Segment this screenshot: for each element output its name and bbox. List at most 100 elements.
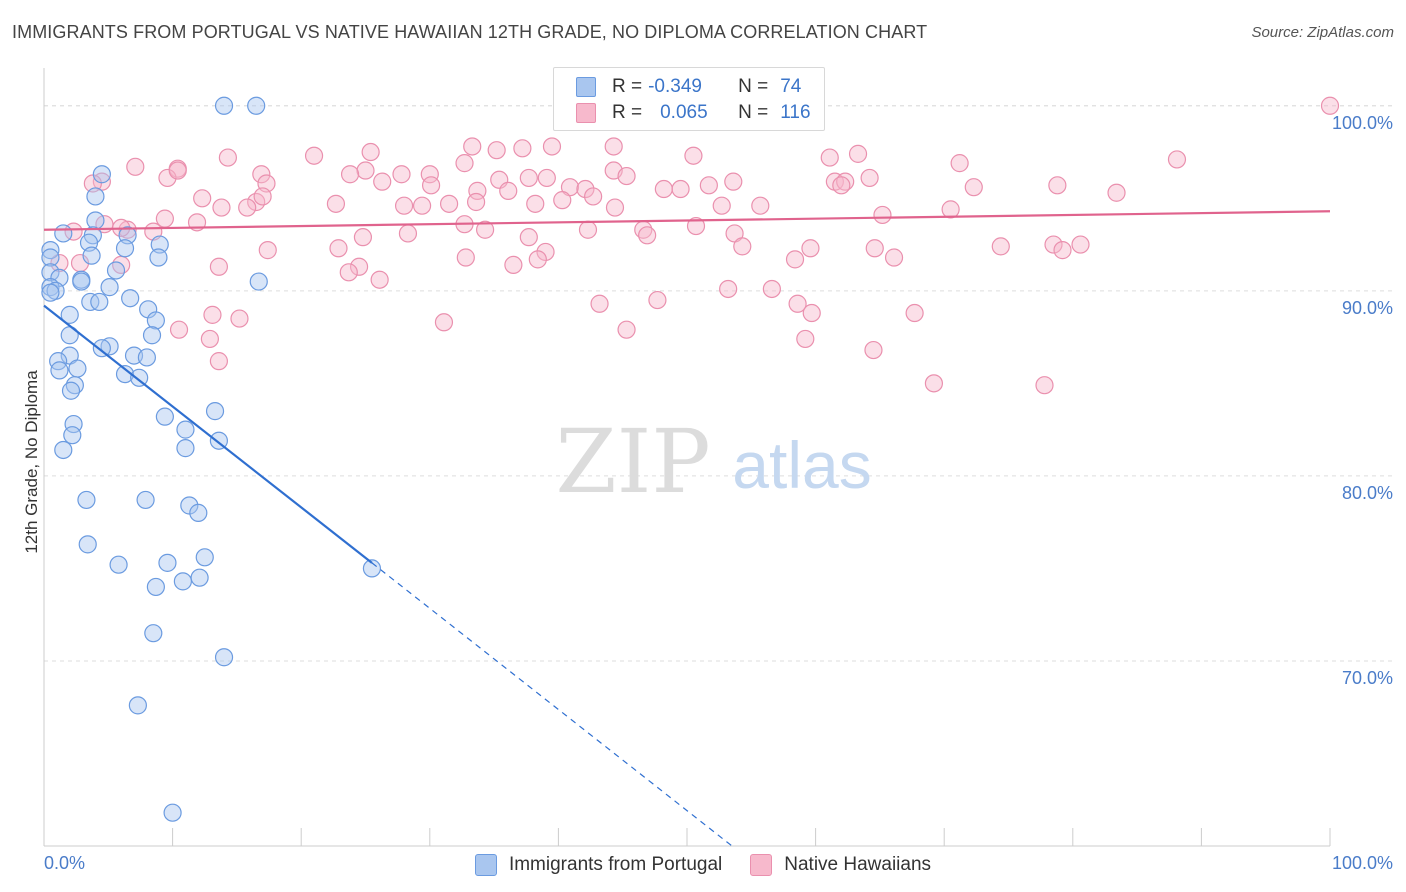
data-point-hawaiian (209, 352, 228, 371)
legend-r-value: 0.065 (660, 102, 708, 123)
data-point-hawaiian (463, 137, 482, 156)
data-point-portugal (77, 490, 96, 510)
legend-swatch-pink (750, 854, 773, 876)
legend-row-hawaiians: R = 0.065 N = 116 (576, 101, 811, 125)
data-point-hawaiian (1048, 176, 1067, 195)
data-point-hawaiian (785, 250, 805, 269)
data-point-portugal (195, 548, 214, 567)
data-point-hawaiian (218, 148, 237, 167)
data-point-hawaiian (724, 172, 743, 191)
legend-item-hawaiians[interactable]: Native Hawaiians (750, 854, 931, 876)
legend-swatch-blue (474, 854, 497, 876)
data-point-hawaiian (832, 176, 851, 195)
data-point-portugal (92, 339, 111, 358)
data-point-portugal (41, 248, 60, 267)
trend-line-extension-portugal (371, 562, 733, 847)
data-point-portugal (128, 696, 147, 715)
data-point-hawaiian (801, 239, 820, 258)
data-point-portugal (155, 407, 174, 426)
data-point-portugal (150, 235, 169, 254)
legend-n-label: N = (738, 76, 769, 97)
data-point-portugal (41, 283, 60, 302)
data-point-hawaiian (648, 290, 667, 310)
data-point-hawaiian (238, 198, 257, 217)
data-point-portugal (109, 555, 128, 574)
data-point-hawaiian (304, 146, 324, 165)
data-point-hawaiian (860, 168, 879, 188)
data-point-hawaiian (865, 239, 884, 258)
data-point-portugal (190, 568, 209, 587)
data-point-hawaiian (456, 248, 475, 267)
data-point-hawaiian (553, 191, 572, 210)
data-point-hawaiian (719, 279, 738, 299)
data-point-hawaiian (654, 179, 673, 199)
data-point-hawaiian (848, 144, 868, 163)
data-point-hawaiian (584, 187, 603, 206)
data-point-hawaiian (796, 329, 815, 349)
legend-n-value: 116 (780, 102, 811, 123)
data-point-hawaiian (1071, 235, 1090, 254)
data-point-hawaiian (1035, 376, 1054, 395)
y-axis-label: 12th Grade, No Diploma (22, 370, 41, 554)
data-point-portugal (86, 211, 105, 230)
data-point-hawaiian (126, 157, 145, 176)
data-point-hawaiian (326, 194, 346, 213)
data-point-hawaiian (392, 165, 411, 184)
series-native-hawaiians (50, 96, 1340, 395)
legend-r-label: R = (612, 76, 643, 97)
data-point-portugal (54, 224, 73, 243)
data-point-hawaiian (590, 294, 609, 313)
data-point-portugal (72, 272, 91, 291)
data-point-hawaiian (617, 320, 636, 339)
data-point-hawaiian (802, 303, 821, 323)
data-point-hawaiian (1044, 235, 1063, 254)
data-point-portugal (144, 624, 163, 643)
source-note: Source: ZipAtlas.com (1251, 24, 1394, 41)
data-point-hawaiian (513, 139, 532, 158)
data-point-hawaiian (356, 161, 375, 180)
data-point-portugal (176, 420, 195, 439)
data-point-hawaiian (466, 192, 486, 212)
data-point-portugal (158, 553, 177, 572)
data-point-hawaiian (905, 303, 924, 323)
data-point-portugal (50, 361, 69, 380)
data-point-hawaiian (475, 220, 495, 239)
data-point-portugal (61, 381, 81, 400)
data-point-hawaiian (605, 198, 625, 217)
data-point-hawaiian (412, 196, 432, 215)
trend-line-portugal (43, 304, 373, 564)
data-point-hawaiian (576, 179, 595, 199)
data-point-portugal (115, 239, 135, 258)
watermark-atlas: atlas (732, 428, 871, 502)
data-point-hawaiian (398, 224, 418, 243)
data-point-hawaiian (884, 248, 904, 267)
data-point-hawaiian (638, 226, 657, 245)
data-point-portugal (41, 241, 60, 260)
legend-item-portugal[interactable]: Immigrants from Portugal (474, 854, 722, 876)
x-tick-label: 100.0% (1332, 853, 1393, 873)
data-point-hawaiian (434, 313, 454, 332)
legend-r-label: R = (612, 102, 643, 123)
data-point-hawaiian (751, 196, 770, 215)
data-point-hawaiian (258, 241, 277, 260)
data-point-portugal (68, 359, 87, 378)
data-point-hawaiian (519, 168, 538, 188)
data-point-hawaiian (1053, 241, 1072, 260)
data-point-portugal (136, 490, 155, 510)
data-point-portugal (214, 96, 234, 115)
data-point-hawaiian (421, 176, 441, 195)
data-point-hawaiian (394, 196, 414, 215)
data-point-hawaiian (212, 198, 231, 217)
y-tick-label: 80.0% (1342, 483, 1393, 503)
legend-n-value: 74 (780, 76, 802, 97)
data-point-hawaiian (873, 205, 892, 225)
data-point-hawaiian (487, 141, 506, 160)
data-point-hawaiian (193, 189, 212, 208)
data-point-portugal (130, 368, 149, 387)
data-point-portugal (49, 352, 68, 371)
data-point-hawaiian (504, 255, 523, 275)
data-point-hawaiian (542, 137, 562, 156)
data-point-hawaiian (991, 237, 1010, 256)
data-point-hawaiian (604, 137, 623, 156)
data-point-hawaiian (536, 242, 555, 262)
